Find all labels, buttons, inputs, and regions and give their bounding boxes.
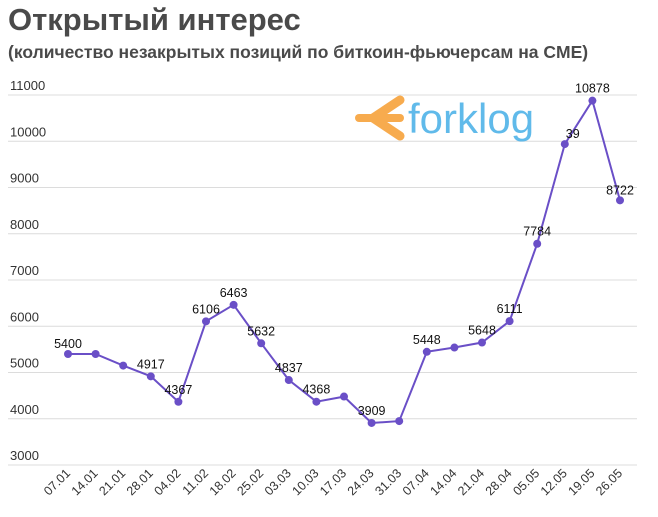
y-tick-label: 5000 bbox=[10, 356, 39, 371]
forklog-chevron-icon bbox=[355, 95, 405, 141]
x-tick-label: 18.02 bbox=[207, 466, 239, 498]
data-label: 5400 bbox=[54, 337, 82, 351]
data-label: 6463 bbox=[220, 286, 248, 300]
y-tick-label: 11000 bbox=[10, 78, 45, 93]
data-label: 10878 bbox=[575, 82, 610, 96]
data-point bbox=[367, 418, 376, 427]
data-point bbox=[146, 372, 155, 381]
data-point bbox=[229, 300, 238, 309]
x-tick-label: 21.04 bbox=[455, 466, 487, 498]
data-label: 4837 bbox=[275, 361, 303, 375]
x-axis-ticks: 07.0114.0121.0128.0104.0211.0218.0225.02… bbox=[41, 466, 625, 498]
x-tick-label: 17.03 bbox=[317, 466, 349, 498]
data-point bbox=[312, 397, 321, 406]
y-tick-label: 7000 bbox=[10, 263, 39, 278]
x-tick-label: 03.03 bbox=[262, 466, 294, 498]
data-point bbox=[505, 317, 514, 326]
x-tick-label: 14.01 bbox=[69, 466, 101, 498]
y-tick-label: 6000 bbox=[10, 309, 39, 324]
y-tick-label: 10000 bbox=[10, 124, 46, 139]
data-label: 39 bbox=[566, 127, 580, 141]
data-point bbox=[257, 339, 266, 348]
y-tick-label: 4000 bbox=[10, 402, 39, 417]
data-point bbox=[616, 196, 624, 205]
forklog-logo: forklog bbox=[355, 95, 534, 142]
x-tick-label: 11.02 bbox=[180, 466, 211, 497]
data-label: 4368 bbox=[302, 383, 330, 397]
data-point bbox=[560, 140, 569, 149]
data-label: 6106 bbox=[192, 302, 220, 316]
y-tick-label: 8000 bbox=[10, 217, 39, 232]
data-point bbox=[533, 239, 542, 248]
data-label: 7784 bbox=[523, 225, 551, 239]
x-tick-label: 19.05 bbox=[566, 466, 598, 498]
y-axis-ticks: 3000 4000 5000 6000 7000 8000 9000 10000 11000 bbox=[10, 78, 46, 463]
data-point bbox=[422, 347, 431, 356]
data-point bbox=[340, 392, 348, 401]
x-tick-label: 04.02 bbox=[152, 466, 184, 498]
x-tick-label: 31.03 bbox=[372, 466, 404, 498]
data-point bbox=[202, 317, 210, 326]
data-point bbox=[395, 417, 404, 426]
data-label: 6111 bbox=[497, 302, 523, 316]
data-point bbox=[64, 350, 72, 358]
data-label: 5632 bbox=[247, 324, 275, 338]
data-point bbox=[174, 397, 183, 406]
y-tick-label: 3000 bbox=[10, 448, 39, 463]
data-label: 4367 bbox=[164, 383, 192, 397]
data-point bbox=[588, 96, 597, 105]
chart-subtitle: (количество незакрытых позиций по биткои… bbox=[8, 42, 589, 62]
gridlines bbox=[8, 94, 637, 466]
data-points bbox=[64, 96, 624, 427]
x-tick-label: 28.01 bbox=[124, 466, 156, 498]
data-point bbox=[91, 350, 100, 358]
data-point bbox=[119, 361, 128, 370]
data-point bbox=[450, 343, 459, 352]
x-tick-label: 10.03 bbox=[290, 466, 322, 498]
data-point bbox=[478, 338, 486, 347]
data-label: 3909 bbox=[358, 404, 386, 418]
x-tick-label: 25.02 bbox=[234, 466, 266, 498]
x-tick-label: 07.01 bbox=[41, 466, 73, 498]
x-tick-label: 14.04 bbox=[428, 466, 460, 498]
x-tick-label: 12.05 bbox=[538, 466, 570, 498]
x-tick-label: 24.03 bbox=[345, 466, 377, 498]
data-point bbox=[284, 376, 293, 385]
logo-text: forklog bbox=[408, 95, 534, 142]
chart-title: Открытый интерес bbox=[8, 2, 301, 37]
x-tick-label: 28.04 bbox=[483, 466, 515, 498]
data-label: 4917 bbox=[137, 357, 165, 371]
x-tick-label: 05.05 bbox=[510, 466, 542, 498]
x-tick-label: 26.05 bbox=[593, 466, 625, 498]
data-label: 8722 bbox=[606, 183, 634, 197]
data-label: 5448 bbox=[413, 333, 441, 347]
y-tick-label: 9000 bbox=[10, 171, 39, 186]
x-tick-label: 07.04 bbox=[400, 466, 432, 498]
data-label: 5648 bbox=[468, 324, 496, 338]
x-tick-label: 21.01 bbox=[96, 466, 128, 498]
